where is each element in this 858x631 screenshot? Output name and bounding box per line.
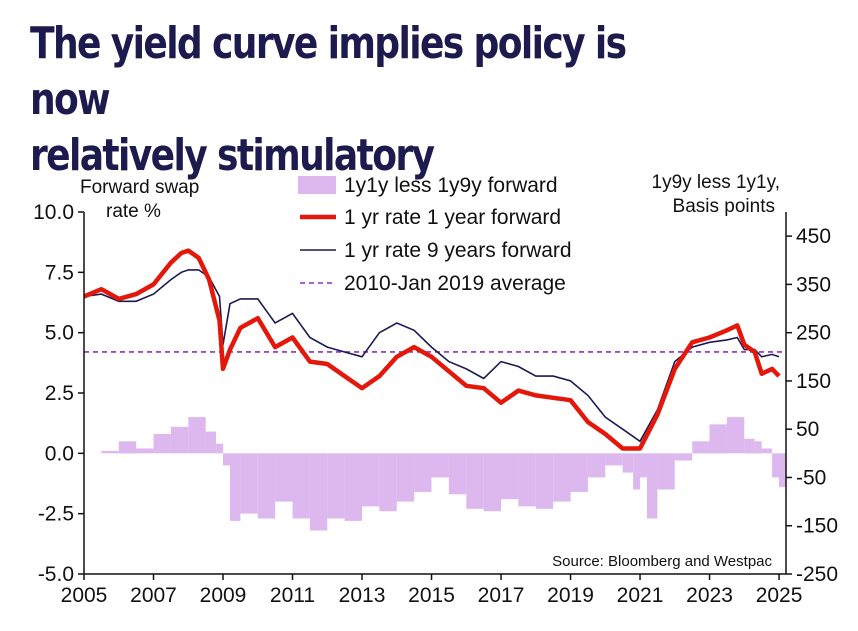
- spread-bar-26: [501, 453, 519, 500]
- x-tick-label-10: 2025: [756, 584, 803, 607]
- left-tick-label-3: 2.5: [45, 382, 74, 405]
- spread-bar-28: [535, 453, 554, 509]
- spread-bar-38: [674, 453, 693, 461]
- spread-bar-39: [692, 441, 710, 454]
- spread-bar-8: [216, 443, 224, 454]
- forward-9y-line: [83, 269, 780, 443]
- spread-bar-33: [622, 453, 634, 473]
- spread-bar-21: [414, 453, 432, 492]
- spread-bar-9: [223, 453, 230, 466]
- tick-layer: 10.0 7.5 5.0 2.5 0.0 -2.5 -5.0 450 350 250 150 50 -5…: [33, 201, 838, 607]
- spread-bar-12: [257, 453, 276, 519]
- spread-bar-18: [362, 453, 380, 507]
- x-tick-label-6: 2017: [478, 584, 525, 607]
- x-tick-label-3: 2011: [270, 584, 315, 607]
- spread-bar-15: [309, 453, 328, 531]
- right-tick-label-0: 450: [796, 225, 831, 248]
- spread-bar-17: [344, 453, 362, 521]
- x-tick-label-1: 2007: [130, 584, 177, 607]
- right-tick-label-2: 250: [796, 322, 831, 345]
- left-tick-label-5: -2.5: [38, 503, 74, 526]
- spread-bar-44: [761, 448, 773, 454]
- spread-bar-41: [726, 417, 745, 454]
- spread-bar-7: [205, 431, 216, 454]
- left-tick-label-4: 0.0: [45, 442, 74, 465]
- spread-bar-11: [240, 453, 258, 514]
- spread-bar-35: [640, 453, 647, 478]
- spread-bar-2: [118, 441, 137, 454]
- spread-bar-32: [605, 453, 623, 466]
- left-tick-label-0: 10.0: [33, 201, 74, 224]
- spread-bar-43: [754, 441, 762, 454]
- legend-label-forward-9y: 1 yr rate 9 years forward: [344, 239, 572, 262]
- right-tick-label-5: -50: [796, 466, 826, 489]
- left-tick-label-1: 7.5: [45, 261, 74, 284]
- left-tick-label-2: 5.0: [45, 322, 74, 345]
- spread-bar-4: [153, 434, 171, 454]
- right-tick-label-6: -150: [796, 515, 838, 538]
- x-tick-label-5: 2015: [408, 584, 455, 607]
- right-axis-label-line-1: 1y9y less 1y1y,: [652, 172, 780, 193]
- right-axis-label-line-2: Basis points: [673, 196, 775, 217]
- spread-bar-19: [379, 453, 397, 512]
- spread-bar-1: [101, 450, 119, 454]
- x-tick-label-4: 2013: [339, 584, 386, 607]
- chart-title-line-1: The yield curve implies policy is now: [30, 18, 627, 125]
- x-tick-label-8: 2021: [617, 584, 664, 607]
- x-tick-label-2: 2009: [200, 584, 247, 607]
- spread-bar-10: [230, 453, 241, 521]
- spread-bar-46: [779, 453, 786, 488]
- spread-bar-27: [518, 453, 536, 507]
- legend-label-spread: 1y1y less 1y9y forward: [344, 174, 558, 197]
- spread-bar-13: [275, 453, 293, 502]
- spread-bar-40: [709, 424, 727, 454]
- spread-bar-29: [553, 453, 571, 502]
- spread-bar-23: [448, 453, 467, 495]
- spread-bar-42: [744, 438, 755, 454]
- spread-bar-45: [772, 453, 780, 478]
- spread-bar-31: [587, 453, 606, 478]
- right-tick-label-4: 50: [796, 418, 819, 441]
- spread-bar-16: [327, 453, 345, 519]
- spread-bar-30: [570, 453, 588, 492]
- forward-1y-line: [83, 248, 781, 451]
- left-axis-label-line-1: Forward swap: [80, 177, 199, 198]
- spread-bar-20: [396, 453, 415, 502]
- left-tick-label-6: -5.0: [38, 563, 74, 586]
- spread-area-layer: [101, 417, 786, 531]
- spread-bar-24: [466, 453, 484, 509]
- legend: 1y1y less 1y9y forward 1 yr rate 1 year …: [298, 174, 572, 295]
- right-tick-label-7: -250: [796, 563, 838, 586]
- spread-bar-6: [188, 417, 206, 454]
- right-tick-label-1: 350: [796, 273, 831, 296]
- spread-bar-14: [292, 453, 310, 519]
- chart-title: The yield curve implies policy is now re…: [30, 16, 686, 184]
- legend-label-average: 2010-Jan 2019 average: [344, 272, 566, 295]
- spread-bar-37: [657, 453, 675, 490]
- spread-bar-22: [431, 453, 449, 478]
- x-tick-label-7: 2019: [547, 584, 594, 607]
- legend-label-forward-1y: 1 yr rate 1 year forward: [344, 206, 561, 229]
- spread-bar-34: [633, 453, 641, 490]
- spread-bar-5: [170, 426, 189, 454]
- spread-bar-25: [483, 453, 502, 512]
- x-tick-label-0: 2005: [61, 584, 108, 607]
- legend-swatch-spread: [298, 176, 336, 194]
- spread-bar-36: [647, 453, 658, 519]
- x-tick-label-9: 2023: [686, 584, 733, 607]
- source-note: Source: Bloomberg and Westpac: [552, 553, 772, 570]
- chart-title-line-2: relatively stimulatory: [30, 130, 435, 181]
- right-tick-label-3: 150: [796, 370, 831, 393]
- left-axis-label-line-2: rate %: [106, 201, 161, 222]
- spread-bar-3: [136, 448, 154, 454]
